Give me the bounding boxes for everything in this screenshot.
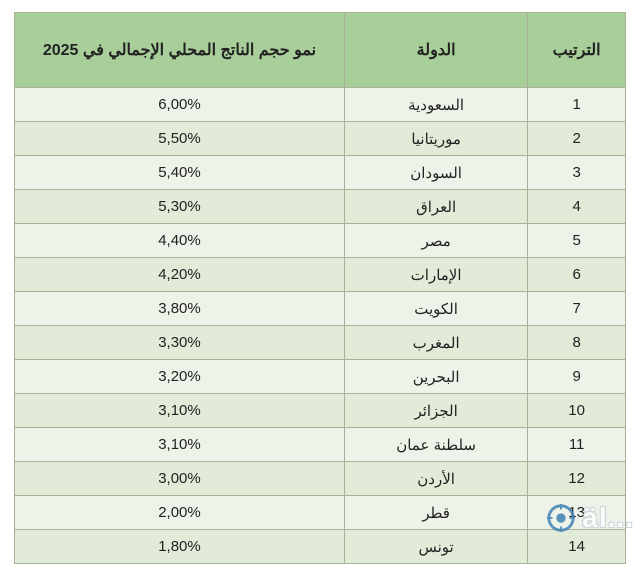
table-row: 4العراق5,30% <box>15 190 626 224</box>
table-row: 1السعودية6,00% <box>15 88 626 122</box>
cell-rank: 6 <box>528 258 626 292</box>
cell-country: موريتانيا <box>344 122 527 156</box>
table-row: 12الأردن3,00% <box>15 462 626 496</box>
table-container: الترتيب الدولة نمو حجم الناتج المحلي الإ… <box>0 0 640 576</box>
table-row: 10الجزائر3,10% <box>15 394 626 428</box>
cell-value: 6,00% <box>15 88 345 122</box>
col-header-rank: الترتيب <box>528 13 626 88</box>
col-header-country: الدولة <box>344 13 527 88</box>
cell-value: 4,20% <box>15 258 345 292</box>
cell-rank: 12 <box>528 462 626 496</box>
cell-rank: 5 <box>528 224 626 258</box>
cell-country: قطر <box>344 496 527 530</box>
table-row: 5مصر4,40% <box>15 224 626 258</box>
gdp-growth-table: الترتيب الدولة نمو حجم الناتج المحلي الإ… <box>14 12 626 564</box>
table-row: 9البحرين3,20% <box>15 360 626 394</box>
cell-rank: 3 <box>528 156 626 190</box>
table-row: 14تونس1,80% <box>15 530 626 564</box>
table-row: 11سلطنة عمان3,10% <box>15 428 626 462</box>
cell-value: 3,80% <box>15 292 345 326</box>
cell-country: العراق <box>344 190 527 224</box>
table-row: 6الإمارات4,20% <box>15 258 626 292</box>
cell-rank: 7 <box>528 292 626 326</box>
table-row: 2موريتانيا5,50% <box>15 122 626 156</box>
cell-country: مصر <box>344 224 527 258</box>
cell-country: الأردن <box>344 462 527 496</box>
cell-value: 3,20% <box>15 360 345 394</box>
cell-country: الجزائر <box>344 394 527 428</box>
table-header-row: الترتيب الدولة نمو حجم الناتج المحلي الإ… <box>15 13 626 88</box>
table-body: 1السعودية6,00%2موريتانيا5,50%3السودان5,4… <box>15 88 626 564</box>
cell-value: 5,40% <box>15 156 345 190</box>
table-row: 8المغرب3,30% <box>15 326 626 360</box>
cell-rank: 1 <box>528 88 626 122</box>
cell-value: 3,10% <box>15 394 345 428</box>
cell-country: تونس <box>344 530 527 564</box>
cell-rank: 14 <box>528 530 626 564</box>
cell-country: الإمارات <box>344 258 527 292</box>
cell-country: سلطنة عمان <box>344 428 527 462</box>
cell-value: 1,80% <box>15 530 345 564</box>
cell-value: 3,10% <box>15 428 345 462</box>
cell-value: 3,00% <box>15 462 345 496</box>
cell-rank: 11 <box>528 428 626 462</box>
cell-value: 3,30% <box>15 326 345 360</box>
table-row: 3السودان5,40% <box>15 156 626 190</box>
cell-rank: 10 <box>528 394 626 428</box>
cell-value: 4,40% <box>15 224 345 258</box>
cell-value: 5,50% <box>15 122 345 156</box>
watermark-icon <box>546 503 576 533</box>
cell-rank: 4 <box>528 190 626 224</box>
cell-country: البحرين <box>344 360 527 394</box>
cell-value: 5,30% <box>15 190 345 224</box>
cell-country: السودان <box>344 156 527 190</box>
table-row: 7الكويت3,80% <box>15 292 626 326</box>
table-row: 13قطر2,00% <box>15 496 626 530</box>
watermark-text: äl... <box>582 502 634 534</box>
cell-country: السعودية <box>344 88 527 122</box>
watermark: äl... <box>546 502 634 534</box>
col-header-value: نمو حجم الناتج المحلي الإجمالي في 2025 <box>15 13 345 88</box>
cell-country: المغرب <box>344 326 527 360</box>
cell-value: 2,00% <box>15 496 345 530</box>
cell-country: الكويت <box>344 292 527 326</box>
cell-rank: 8 <box>528 326 626 360</box>
cell-rank: 9 <box>528 360 626 394</box>
cell-rank: 2 <box>528 122 626 156</box>
